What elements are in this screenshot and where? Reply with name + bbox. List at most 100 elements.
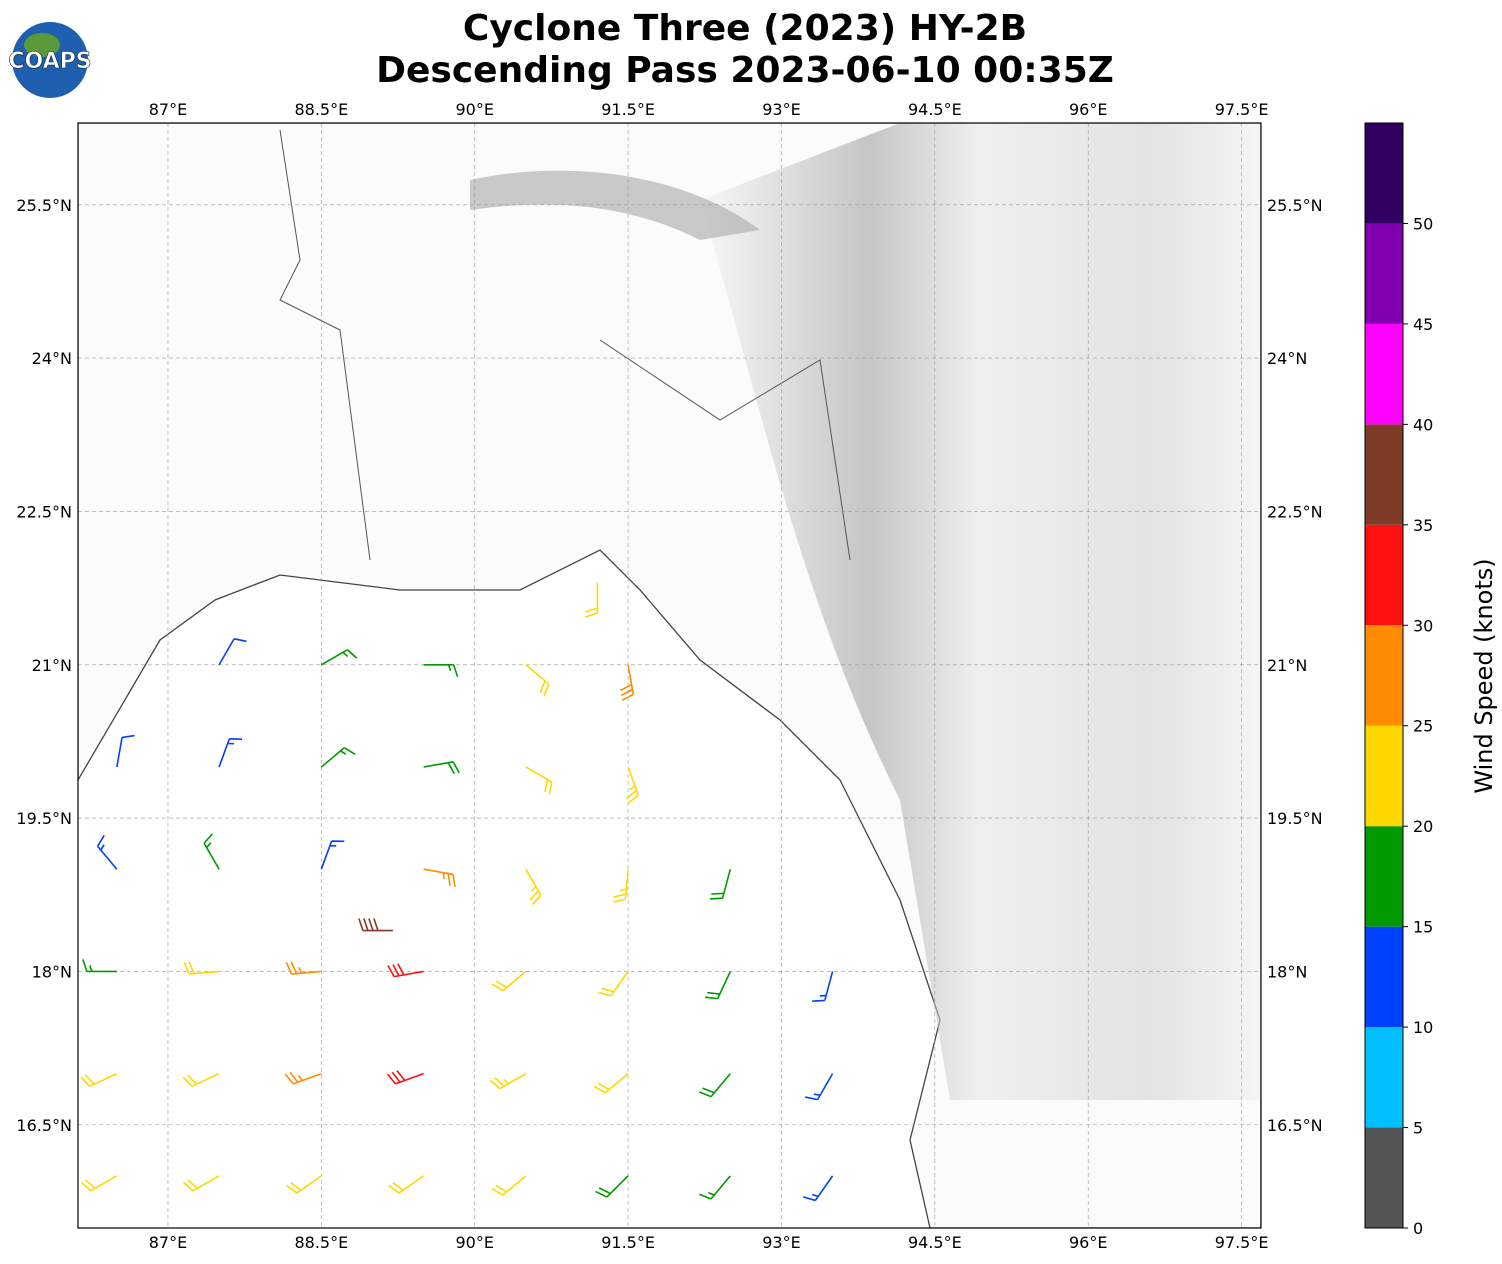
y-tick-label: 22.5°N (1267, 502, 1323, 521)
colorbar-label: Wind Speed (knots) (1470, 558, 1498, 793)
colorbar-segment (1365, 524, 1403, 626)
wind-barb (709, 868, 732, 900)
wind-barb (183, 961, 220, 975)
wind-barb (96, 835, 118, 870)
wind-barb (489, 1072, 527, 1090)
colorbar-tick-label: 45 (1413, 315, 1433, 334)
colorbar-tick-label: 50 (1413, 214, 1433, 233)
x-tick-label: 88.5°E (294, 100, 348, 119)
chart-title: Cyclone Three (2023) HY-2B (463, 8, 1027, 49)
wind-barb (593, 1073, 629, 1094)
wind-barb (183, 1175, 220, 1192)
wind-barb (80, 1175, 118, 1192)
wind-barb (812, 971, 834, 1002)
barbs (80, 582, 834, 1202)
wind-barb (203, 833, 220, 870)
wind-barb (423, 868, 456, 888)
y-tick-label: 24°N (1267, 349, 1307, 368)
wind-barb (698, 1175, 731, 1200)
wind-barb (805, 1073, 834, 1101)
wind-barb (80, 1072, 118, 1088)
wind-barb (285, 961, 322, 975)
colorbar-segment (1365, 1127, 1403, 1228)
map-background (78, 123, 1261, 1228)
wind-barb (218, 737, 243, 768)
x-tick-label: 94.5°E (908, 1233, 962, 1252)
colorbar-tick-label: 40 (1413, 415, 1433, 434)
wind-barb (284, 1071, 322, 1085)
terrain (470, 170, 760, 240)
x-tick-label: 97.5°E (1215, 1233, 1269, 1252)
border (279, 129, 851, 561)
colorbar-segment (1365, 1027, 1403, 1128)
colorbar-frame (1364, 122, 1404, 1229)
y-tick-label: 21°N (1267, 656, 1307, 675)
logo: COAPS (8, 22, 92, 98)
colorbar: 0 5 10 15 20 25 30 35 40 45 50 (1364, 122, 1433, 1238)
y-tick-label: 24°N (32, 349, 72, 368)
colorbar-tick-label: 25 (1413, 717, 1433, 736)
y-tick-label: 19.5°N (1267, 809, 1323, 828)
x-tick-label: 87°E (149, 1233, 187, 1252)
colorbar-tick-label: 5 (1413, 1119, 1423, 1138)
x-tick-label: 90°E (455, 1233, 493, 1252)
wind-barb (182, 1072, 220, 1088)
y-tick-label: 18°N (1267, 962, 1307, 981)
x-tick-label: 96°E (1069, 1233, 1107, 1252)
x-tick-label: 93°E (762, 1233, 800, 1252)
logo-land (24, 33, 60, 57)
colorbar-segment (1365, 424, 1403, 525)
colorbar-segment (1365, 123, 1403, 224)
colorbar-segment (1365, 323, 1403, 425)
y-tick-label: 18°N (32, 962, 72, 981)
x-tick-label: 94.5°E (908, 100, 962, 119)
wind-barb (423, 760, 460, 775)
colorbar-segment (1365, 625, 1403, 726)
y-tick-label: 25.5°N (16, 196, 72, 215)
colorbar-tick-label: 15 (1413, 918, 1433, 937)
wind-barb (525, 766, 553, 795)
colorbar-tick-label: 35 (1413, 516, 1433, 535)
wind-barb (525, 664, 550, 697)
logo-text: COAPS (8, 49, 91, 74)
wind-barb (320, 649, 358, 666)
colorbar-tick-label: 10 (1413, 1018, 1433, 1037)
x-tick-label: 93°E (762, 100, 800, 119)
wind-barb (491, 1175, 527, 1196)
plot-frame (77, 122, 1262, 1229)
x-tick-label: 96°E (1069, 100, 1107, 119)
colorbar-segment (1365, 926, 1403, 1028)
wind-barb (612, 869, 629, 903)
wind-barb (320, 747, 356, 768)
x-tick-label: 97.5°E (1215, 100, 1269, 119)
wind-barb (358, 918, 393, 932)
wind-barb (705, 971, 732, 1000)
x-tick-label: 91.5°E (601, 1233, 655, 1252)
wind-barb (620, 664, 635, 702)
x-tick-label: 90°E (455, 100, 493, 119)
wind-barb (491, 970, 527, 992)
chart-subtitle: Descending Pass 2023-06-10 00:35Z (376, 50, 1114, 91)
wind-barb (286, 1175, 322, 1194)
wind-barb (598, 970, 629, 997)
colorbar-segment (1365, 223, 1403, 324)
x-tick-label: 88.5°E (294, 1233, 348, 1252)
wind-barb (803, 1175, 834, 1202)
x-tick-label: 87°E (149, 100, 187, 119)
y-tick-label: 21°N (32, 656, 72, 675)
wind-barb (698, 1073, 731, 1098)
y-tick-label: 16.5°N (1267, 1116, 1323, 1135)
colorbar-tick-label: 30 (1413, 616, 1433, 635)
y-tick-label: 22.5°N (16, 502, 72, 521)
grid: 87°E 87°E 88.5°E 88.5°E 90°E 90°E 91.5°E 91.5°E… (16, 100, 1322, 1252)
wind-barb (585, 582, 599, 618)
wind-barb (525, 868, 542, 906)
colorbar-tick-label: 0 (1413, 1219, 1423, 1238)
wind-barb (595, 1175, 629, 1198)
y-tick-label: 25.5°N (1267, 196, 1323, 215)
wind-barb (82, 959, 117, 973)
wind-barb (116, 734, 135, 768)
y-tick-label: 16.5°N (16, 1116, 72, 1135)
terrain (700, 123, 1261, 1100)
